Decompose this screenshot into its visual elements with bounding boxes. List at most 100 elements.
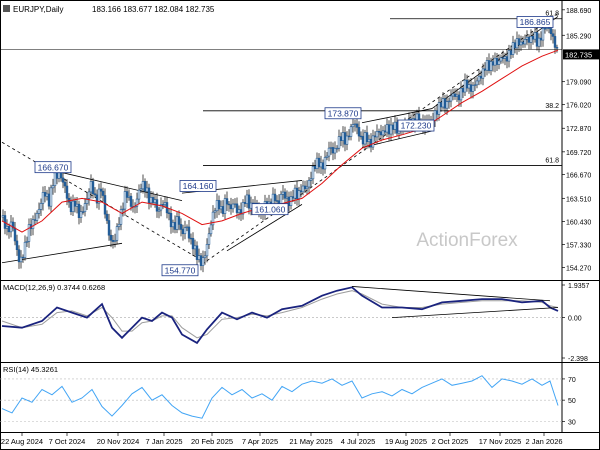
candle-body xyxy=(71,200,75,213)
candle-body xyxy=(331,147,335,154)
candle-body xyxy=(327,147,331,157)
candle-body xyxy=(439,102,443,108)
current-price-label: 182.735 xyxy=(565,50,592,59)
candle-body xyxy=(369,138,373,148)
candle-body xyxy=(129,195,133,207)
candle-body xyxy=(307,180,311,188)
candle-body xyxy=(97,188,101,204)
candle-body xyxy=(107,220,111,236)
candle-body xyxy=(59,172,63,179)
candle-body xyxy=(473,84,477,86)
date-tick-label: 19 Aug 2025 xyxy=(385,437,427,446)
candle-body xyxy=(333,148,337,154)
candle-body xyxy=(99,188,103,192)
candle-body xyxy=(159,204,163,211)
candle-body xyxy=(95,194,99,204)
candle-body xyxy=(451,93,455,97)
candle-body xyxy=(365,132,369,142)
candle-body xyxy=(501,57,505,59)
candle-body xyxy=(203,255,207,258)
price-label: 161.060 xyxy=(255,204,286,214)
fib-level-label: 38.2 xyxy=(545,103,559,110)
candle-body xyxy=(37,209,41,214)
candle-body xyxy=(387,124,391,135)
macd-tick-label: 0.00 xyxy=(568,316,582,323)
price-label-box xyxy=(34,161,72,174)
candle-body xyxy=(153,199,157,203)
candle-body xyxy=(529,36,533,43)
candle-body xyxy=(539,37,543,41)
candle-body xyxy=(181,229,185,235)
candle-body xyxy=(89,181,93,193)
watermark-text: ActionForex xyxy=(416,230,518,251)
candle-body xyxy=(49,187,53,207)
candle-body xyxy=(65,185,69,199)
candle-body xyxy=(119,209,123,225)
candle-body xyxy=(169,213,173,228)
candle-body xyxy=(19,256,23,263)
candle-body xyxy=(343,132,347,145)
candle-body xyxy=(7,226,11,233)
candle-body xyxy=(293,187,297,199)
candle-body xyxy=(295,187,299,199)
candle-body xyxy=(13,227,17,242)
candle-body xyxy=(391,124,395,130)
candle-body xyxy=(533,32,537,40)
candle-body xyxy=(195,245,199,260)
candle-body xyxy=(235,203,239,213)
candle-body xyxy=(223,198,227,214)
candle-body xyxy=(457,94,461,101)
candle-body xyxy=(523,39,527,45)
rsi-panel: RSI(14) 45.3261 70 50 30 xyxy=(0,365,576,426)
trend-line xyxy=(53,170,183,202)
candle-body xyxy=(517,38,521,46)
macd-line xyxy=(1,290,559,339)
candle-body xyxy=(543,28,547,30)
candle-body xyxy=(123,191,127,210)
candle-body xyxy=(379,131,383,136)
candle-body xyxy=(189,237,193,240)
macd-trend-line xyxy=(391,307,559,319)
date-tick-label: 20 Nov 2024 xyxy=(97,437,140,446)
macd-panel: MACD(12,26,9) 0.3744 0.6268 1.9357 0.00 -2.… xyxy=(0,283,590,363)
fib-level-label: 61.8 xyxy=(545,157,559,164)
macd-title: MACD(12,26,9) 0.3744 0.6268 xyxy=(3,283,105,292)
candle-body xyxy=(453,93,457,97)
candle-body xyxy=(525,36,529,40)
candle-body xyxy=(285,196,289,199)
macd-tick-label: -2.398 xyxy=(568,356,588,363)
candle-body xyxy=(311,166,315,180)
candle-body xyxy=(87,191,91,199)
candle-body xyxy=(475,80,479,86)
candle-body xyxy=(297,190,301,199)
price-tick-label: 179.090 xyxy=(566,80,591,87)
candle-body xyxy=(471,85,475,92)
candle-body xyxy=(279,194,283,204)
candle-body xyxy=(377,131,381,133)
candle-body xyxy=(483,68,487,71)
price-tick-label: 169.720 xyxy=(566,150,591,157)
candle-body xyxy=(469,84,473,92)
candle-body xyxy=(175,216,179,230)
candle-body xyxy=(201,257,205,266)
date-tick-label: 7 Apr 2025 xyxy=(242,437,278,446)
candle-body xyxy=(11,221,15,229)
candle-body xyxy=(33,219,37,221)
candle-body xyxy=(15,240,19,250)
price-label: 172.230 xyxy=(401,121,432,131)
candle-body xyxy=(437,102,441,115)
candle-body xyxy=(281,191,285,195)
date-tick-label: 21 May 2025 xyxy=(289,437,332,446)
candle-body xyxy=(485,60,489,71)
candle-body xyxy=(455,94,459,97)
candle-body xyxy=(53,172,57,187)
candle-body xyxy=(31,219,35,230)
candle-body xyxy=(325,155,329,158)
trend-line-dashed xyxy=(1,141,203,261)
candle-body xyxy=(283,191,287,199)
ohlc-readout: 183.166 183.677 182.084 182.735 xyxy=(92,5,215,14)
candle-body xyxy=(349,126,353,137)
candle-body xyxy=(211,211,215,226)
candle-body xyxy=(75,203,79,207)
